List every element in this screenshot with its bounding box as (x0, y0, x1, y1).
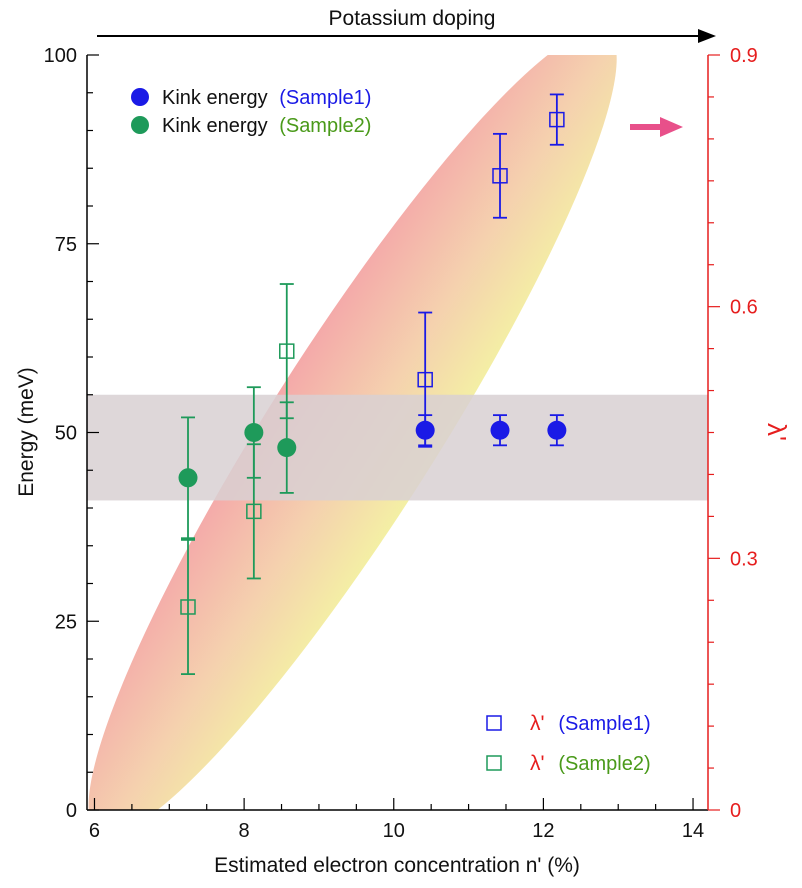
legend-kink-text-2: Kink energy (162, 115, 268, 137)
legend-lambda-sample-1: (Sample1) (558, 713, 650, 735)
data-point-square (549, 111, 565, 128)
data-point-circle (178, 468, 198, 488)
data-point-square (279, 343, 295, 359)
y-right-tick-label: 0 (730, 800, 741, 822)
y-left-tick-label: 0 (66, 800, 77, 822)
legend-lambda-text-2: λ' (530, 752, 545, 775)
y-left-tick-label: 50 (55, 423, 77, 445)
shaded-band (87, 394, 708, 501)
x-tick-label: 14 (682, 820, 704, 842)
y-axis-label-right: λ' (762, 423, 792, 441)
series-0 (415, 414, 567, 447)
legend-kink-sample-2: (Sample2) (279, 115, 371, 137)
legend-marker-lambda-sample2 (486, 755, 502, 771)
axes: 6 8 10 12 14 0 25 50 75 100 0 0.3 0.6 0.9 (44, 45, 758, 842)
x-axis-label: Estimated electron concentration n' (%) (214, 854, 580, 877)
data-point-square (246, 503, 262, 520)
legend-lambda-sample-2: (Sample2) (558, 753, 650, 775)
legend-lambda-text-1: λ' (530, 712, 545, 735)
legend-label-lambda-sample1: λ' (Sample1) (530, 712, 651, 735)
y-left-tick-label: 25 (55, 611, 77, 633)
legend-label-kink-sample1: Kink energy (Sample1) (162, 87, 371, 109)
top-annotation: Potassium doping (329, 7, 496, 30)
x-tick-label: 6 (89, 820, 100, 842)
legend-marker-kink-sample2 (131, 116, 149, 134)
legend-bottom: λ' (Sample1) λ' (Sample2) (486, 712, 651, 775)
y-axis-label-left: Energy (meV) (15, 367, 38, 497)
data-point-circle (277, 438, 297, 458)
data-point-square (180, 599, 196, 615)
data-point-circle (547, 420, 567, 440)
legend-marker-kink-sample1 (131, 88, 149, 106)
y-right-tick-label: 0.9 (730, 45, 758, 67)
x-tick-label: 10 (383, 820, 405, 842)
top-arrow-head (698, 29, 716, 43)
data-point-circle (244, 423, 264, 442)
series-3 (180, 283, 295, 675)
data-markers (178, 93, 567, 675)
y-right-tick-label: 0.6 (730, 297, 758, 319)
legend-marker-lambda-sample1 (486, 715, 502, 731)
series-2 (417, 93, 565, 448)
legend-kink-text-1: Kink energy (162, 87, 268, 109)
legend-label-lambda-sample2: λ' (Sample2) (530, 752, 651, 775)
data-point-circle (490, 420, 510, 440)
x-tick-label: 12 (532, 820, 554, 842)
x-tick-label: 8 (239, 820, 250, 842)
y-right-tick-label: 0.3 (730, 548, 758, 570)
series-1 (178, 386, 297, 540)
y-left-tick-label: 75 (55, 234, 77, 256)
right-axis-arrow (630, 117, 683, 137)
data-point-square (417, 371, 433, 388)
data-point-square (492, 168, 508, 184)
legend-kink-sample-1: (Sample1) (279, 87, 371, 109)
legend-label-kink-sample2: Kink energy (Sample2) (162, 115, 371, 137)
y-left-tick-label: 100 (44, 45, 77, 67)
legend-top: Kink energy (Sample1) Kink energy (Sampl… (131, 87, 371, 137)
